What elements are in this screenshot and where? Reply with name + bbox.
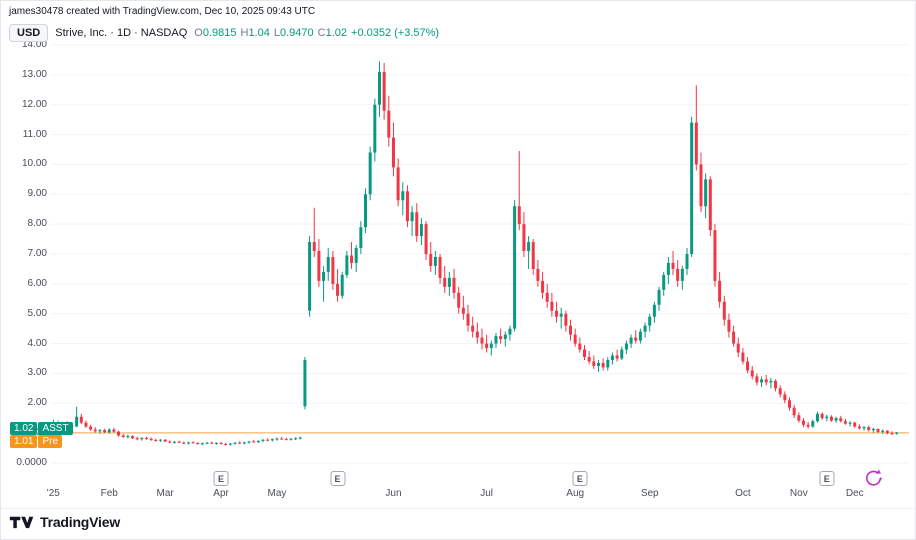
close-label: C [317,27,326,39]
price-axis-label: 11.00 [22,128,47,140]
open-value: 0.9815 [202,27,237,39]
high-label: H [240,27,249,39]
magic-refresh-icon[interactable] [862,467,885,490]
price-axis-label: 1.00 [27,427,47,439]
time-axis-label: Jun [385,488,402,499]
time-axis-label: Nov [789,488,808,499]
time-axis-label: Apr [213,488,229,499]
time-axis-label: Oct [735,488,751,499]
last-price-badge-row: 1.02 ASST [10,422,73,435]
time-axis-label: Feb [100,488,118,499]
attribution-text: james30478 created with TradingView.com,… [9,6,316,17]
price-axis-label: 9.00 [27,188,47,200]
price-axis-label: 2.00 [27,397,47,409]
price-axis-label: 12.00 [21,98,47,110]
open-label: O [194,27,203,39]
tradingview-brand-text[interactable]: TradingView [40,514,121,530]
earnings-marker-badge[interactable]: E [213,471,229,486]
earnings-marker-badge[interactable]: E [572,471,588,486]
price-axis-label: 3.00 [27,367,47,379]
price-axis-label: 7.00 [27,248,47,259]
symbol-legend: USD Strive, Inc. · 1D · NASDAQ O0.9815 H… [9,24,439,42]
time-axis-label: '25 [46,488,60,499]
low-label: L [273,27,280,39]
pre-market-price-badge: 1.01 [10,435,38,448]
time-axis-label: Sep [640,488,659,499]
last-price-badge: 1.02 [10,422,38,435]
footer-divider [1,508,915,509]
price-axis-label: 8.00 [27,218,47,230]
earnings-marker-badge[interactable]: E [330,471,346,486]
time-axis-label: Dec [845,488,864,499]
close-value: 1.02 [325,27,348,39]
price-axis-label: 13.00 [21,68,47,80]
price-axis-label: 0.0000 [16,457,47,468]
earnings-marker-badge[interactable]: E [819,471,835,486]
time-axis-label: May [267,488,287,499]
pre-market-badge-row: 1.01 Pre [10,435,63,448]
low-value: 0.9470 [279,27,314,39]
time-axis-label: Aug [566,488,585,499]
high-value: 1.04 [248,27,270,39]
pre-market-label-badge: Pre [38,435,63,448]
price-axis-label: 14.00 [21,39,47,50]
symbol-title[interactable]: Strive, Inc. · 1D · NASDAQ [55,27,188,39]
footer-branding[interactable]: TradingView [9,514,120,530]
ohlc-values: O0.9815 H1.04 L0.9470 C1.02 +0.0352 (+3.… [194,27,439,39]
currency-button[interactable]: USD [9,24,49,42]
price-axis-label: 10.00 [21,158,47,170]
price-axis-label: 4.00 [27,337,47,349]
price-axis-label: 6.00 [27,277,47,289]
price-axis-label: 5.00 [27,307,47,319]
time-axis-label: Mar [156,488,174,499]
symbol-ticker-badge: ASST [38,422,73,435]
tradingview-logo-icon [9,516,34,529]
time-axis-label: Jul [480,488,494,499]
change-value: +0.0352 (+3.57%) [351,27,440,39]
